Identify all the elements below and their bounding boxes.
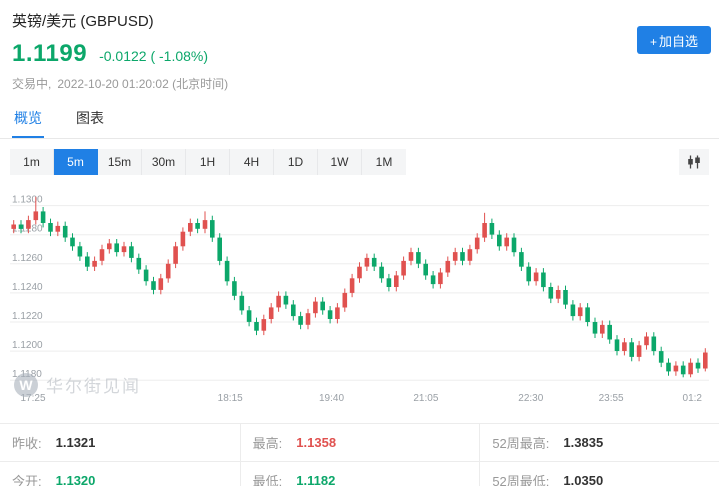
plus-icon: + [649, 34, 657, 49]
candlestick-chart[interactable]: 1.1300 1.1280 1.1260 1.1240 1.1220 1.1200 1.11… [10, 183, 709, 415]
interval-buttons: 1m 5m 15m 30m 1H 4H 1D 1W 1M [10, 149, 406, 175]
stat-cell: 52周最高: 1.3835 [479, 423, 719, 461]
stat-cell: 52周最低: 1.0350 [479, 461, 719, 486]
stat-cell: 最低: 1.1182 [239, 461, 480, 486]
svg-text:01:2: 01:2 [683, 393, 703, 404]
stat-value: 1.1182 [296, 473, 336, 486]
price-row: 1.1199 -0.0122 ( -1.08%) [12, 40, 707, 68]
svg-text:1.1220: 1.1220 [12, 311, 43, 322]
add-watchlist-button[interactable]: + 加自选 [636, 26, 711, 54]
stat-cell: 最高: 1.1358 [239, 423, 480, 461]
interval-30m[interactable]: 30m [142, 149, 186, 175]
stat-label: 最低: [252, 474, 283, 486]
last-price: 1.1199 [12, 40, 88, 67]
interval-1W[interactable]: 1W [318, 149, 362, 175]
interval-1D[interactable]: 1D [274, 149, 318, 175]
interval-5m[interactable]: 5m [54, 149, 98, 175]
tab-chart[interactable]: 图表 [76, 110, 104, 126]
stat-label: 昨收: [12, 436, 42, 451]
stat-value: 1.3835 [563, 435, 604, 450]
tab-bar: 概览 图表 [0, 101, 719, 139]
svg-text:1.1180: 1.1180 [12, 369, 42, 380]
svg-text:22:30: 22:30 [518, 393, 543, 404]
stat-cell: 昨收: 1.1321 [0, 423, 240, 461]
stat-label: 52周最高: [492, 436, 550, 451]
quote-timestamp: 2022-10-20 01:20:02 (北京时间) [57, 77, 229, 91]
stats-table: 昨收: 1.1321 最高: 1.1358 52周最高: 1.3835 今开: 1.1320 最… [0, 423, 719, 486]
svg-text:1.1280: 1.1280 [12, 224, 43, 235]
tab-overview[interactable]: 概览 [12, 101, 44, 138]
stat-value: 1.1320 [55, 473, 96, 486]
quote-header: 英镑/美元 (GBPUSD) + 加自选 1.1199 -0.0122 ( -1.… [0, 0, 719, 92]
svg-text:19:40: 19:40 [319, 393, 344, 404]
stat-value: 1.1358 [296, 435, 337, 450]
svg-text:1.1300: 1.1300 [12, 195, 43, 206]
status-row: 交易中, 2022-10-20 01:20:02 (北京时间) [12, 75, 707, 92]
interval-1m[interactable]: 1m [10, 149, 54, 175]
stat-value: 1.0350 [563, 473, 604, 486]
stat-label: 52周最低: [492, 474, 550, 486]
interval-4H[interactable]: 4H [230, 149, 274, 175]
candlestick-icon [687, 155, 701, 169]
svg-text:1.1260: 1.1260 [12, 253, 43, 264]
interval-1H[interactable]: 1H [186, 149, 230, 175]
trading-status: 交易中, [12, 77, 52, 91]
interval-15m[interactable]: 15m [98, 149, 142, 175]
interval-toolbar: 1m 5m 15m 30m 1H 4H 1D 1W 1M [10, 149, 709, 175]
svg-text:21:05: 21:05 [413, 393, 438, 404]
stat-label: 最高: [252, 436, 283, 451]
svg-text:23:55: 23:55 [599, 393, 624, 404]
stat-value: 1.1321 [55, 435, 96, 450]
stat-label: 今开: [12, 474, 42, 486]
chart-style-button[interactable] [679, 149, 709, 175]
add-watchlist-label: 加自选 [658, 33, 698, 49]
stat-cell: 今开: 1.1320 [0, 461, 240, 486]
chart-canvas[interactable]: 1.1300 1.1280 1.1260 1.1240 1.1220 1.1200 1.11… [10, 183, 709, 415]
instrument-title: 英镑/美元 (GBPUSD) [12, 13, 154, 30]
svg-text:18:15: 18:15 [218, 393, 243, 404]
price-change: -0.0122 ( -1.08%) [99, 48, 209, 64]
svg-text:17:25: 17:25 [21, 393, 46, 404]
svg-text:1.1240: 1.1240 [12, 282, 43, 293]
svg-text:1.1200: 1.1200 [12, 340, 43, 351]
interval-1M[interactable]: 1M [362, 149, 406, 175]
